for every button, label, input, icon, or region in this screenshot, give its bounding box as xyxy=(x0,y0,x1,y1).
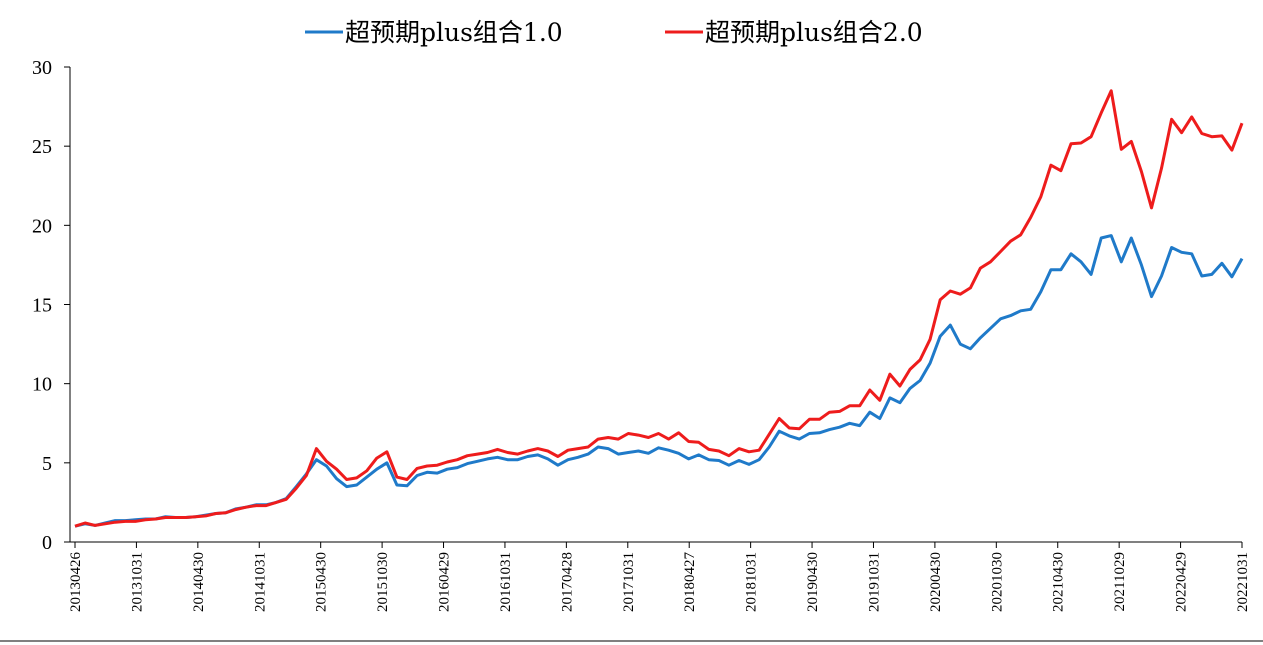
y-tick-label: 30 xyxy=(32,57,52,79)
series-lines xyxy=(74,89,1244,528)
x-tick-label: 20181031 xyxy=(744,552,760,612)
x-tick-label: 20190430 xyxy=(805,552,821,612)
x-axis: 20130426 20131031 20140430 20141031 20150430… xyxy=(68,541,1251,613)
x-tick-label: 20171031 xyxy=(621,552,637,612)
x-tick-label: 20130426 xyxy=(68,552,84,613)
y-tick-label: 20 xyxy=(32,215,52,237)
x-tick-label: 20180427 xyxy=(682,552,698,613)
x-tick-label: 20170428 xyxy=(559,552,575,612)
x-tick-label: 20211029 xyxy=(1112,552,1128,611)
series-line-1 xyxy=(74,234,1244,528)
y-tick-label: 5 xyxy=(42,453,52,475)
x-tick-label: 20221031 xyxy=(1235,552,1251,612)
legend-label-series-1: 超预期plus组合1.0 xyxy=(345,18,563,47)
y-axis: 0 5 10 15 20 25 30 xyxy=(32,57,71,554)
y-tick-label: 0 xyxy=(42,532,52,554)
x-tick-label: 20141031 xyxy=(252,552,268,612)
legend-label-series-2: 超预期plus组合2.0 xyxy=(705,18,923,47)
x-tick-label: 20220429 xyxy=(1174,552,1190,612)
y-tick-label: 25 xyxy=(32,136,52,158)
y-tick-label: 15 xyxy=(32,295,52,317)
chart-legend: 超预期plus组合1.0 超预期plus组合2.0 xyxy=(305,18,923,47)
x-tick-label: 20191031 xyxy=(866,552,882,612)
legend-item-series-2: 超预期plus组合2.0 xyxy=(665,18,923,47)
x-tick-label: 20200430 xyxy=(928,552,944,612)
x-tick-label: 20160429 xyxy=(437,552,453,612)
y-tick-label: 10 xyxy=(32,374,52,396)
x-tick-label: 20140430 xyxy=(191,552,207,612)
x-tick-label: 20151030 xyxy=(375,552,391,612)
x-tick-label: 20201030 xyxy=(989,552,1005,612)
x-tick-label: 20131031 xyxy=(129,552,145,612)
series-line-2 xyxy=(74,89,1244,528)
x-tick-label: 20210430 xyxy=(1051,552,1067,612)
legend-item-series-1: 超预期plus组合1.0 xyxy=(305,18,563,47)
x-tick-label: 20150430 xyxy=(314,552,330,612)
x-tick-label: 20161031 xyxy=(498,552,514,612)
